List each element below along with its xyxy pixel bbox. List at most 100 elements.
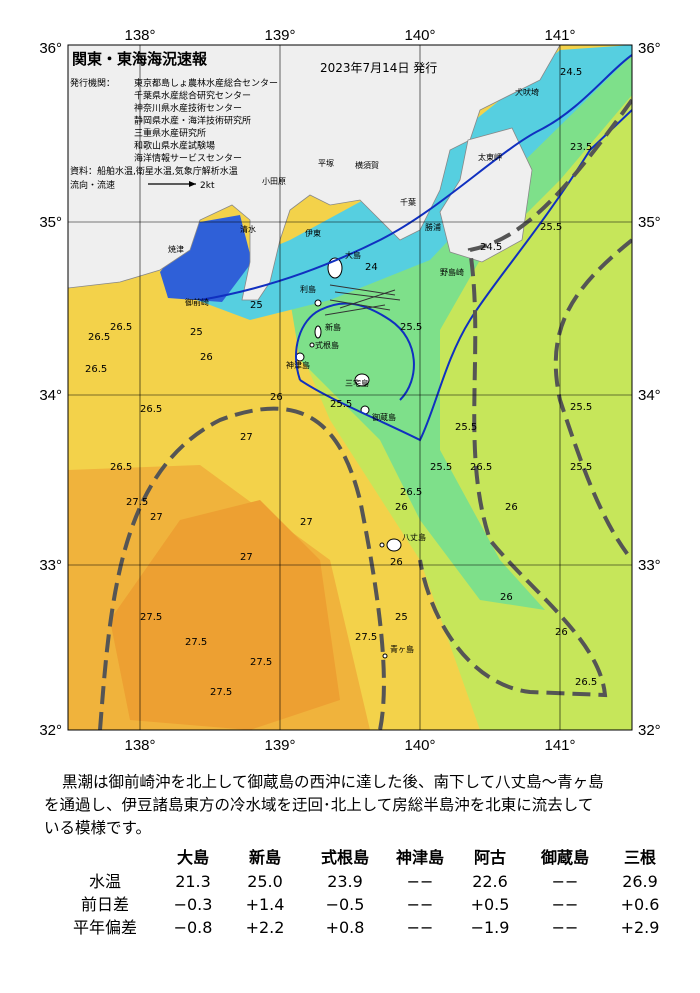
place-name: 伊東 <box>305 228 321 238</box>
issuer: 千葉県水産総合研究センター <box>134 90 251 102</box>
contour-label: 25 <box>395 612 408 623</box>
legend-arrowhead <box>189 181 196 187</box>
contour-label: 26 <box>200 352 213 363</box>
contour-label: 27.5 <box>126 497 148 508</box>
legend-speed: 2kt <box>200 181 215 191</box>
graticule <box>68 45 632 730</box>
contour-label: 27.5 <box>355 632 377 643</box>
contour-label: 26 <box>555 627 568 638</box>
place-name: 小田原 <box>262 177 286 186</box>
table-header: 神津島 <box>396 848 444 867</box>
lat-label: 32° <box>39 722 62 739</box>
place-name: 式根島 <box>315 340 339 350</box>
description-line: を通過し、伊豆諸島東方の冷水域を迂回･北上して房総半島沖を北東に流去して <box>44 796 593 814</box>
lon-label: 139° <box>264 27 295 44</box>
place-name: 犬吠埼 <box>515 87 539 97</box>
contour-label: 27 <box>150 512 163 523</box>
place-name: 横須賀 <box>355 160 379 170</box>
contour-label: 27.5 <box>140 612 162 623</box>
place-name: 千葉 <box>400 197 416 207</box>
issuer: 海洋情報サービスセンター <box>134 152 242 164</box>
place-name: 清水 <box>240 224 256 234</box>
table-cell: +1.4 <box>246 895 285 914</box>
contour-label: 25.5 <box>540 222 562 233</box>
contour-label: 25 <box>190 327 203 338</box>
table-cell: 25.0 <box>247 872 283 891</box>
place-name: 野島崎 <box>440 267 464 277</box>
lat-label: 34° <box>638 387 661 404</box>
place-name: 平塚 <box>318 159 334 168</box>
contour-label: 25.5 <box>330 399 352 410</box>
sea-hottest <box>110 500 340 730</box>
table-cell: −0.5 <box>326 895 365 914</box>
contour-label: 26.5 <box>110 322 132 333</box>
contour-label: 26.5 <box>88 332 110 343</box>
legend-label: 流向・流速 <box>70 179 115 191</box>
contour-label: 25.5 <box>570 402 592 413</box>
lat-label: 33° <box>39 557 62 574</box>
row-label: 平年偏差 <box>73 918 137 937</box>
place-name: 八丈島 <box>402 532 426 542</box>
sea-kuroshio <box>290 50 632 610</box>
lat-label: 34° <box>39 387 62 404</box>
contour-label: 27.5 <box>185 637 207 648</box>
contour-label: 26 <box>505 502 518 513</box>
place-name: 青ヶ島 <box>390 644 414 654</box>
row-label: 前日差 <box>81 895 129 914</box>
table-header: 御蔵島 <box>540 848 589 867</box>
contour-label: 24 <box>365 262 378 273</box>
contour-label: 26.5 <box>470 462 492 473</box>
lon-label: 138° <box>124 737 155 754</box>
table-cell: +0.8 <box>326 918 365 937</box>
contour-label: 26.5 <box>110 462 132 473</box>
contour-label: 24.5 <box>560 67 582 78</box>
issuer: 神奈川県水産技術センター <box>134 102 242 114</box>
issuer: 和歌山県水産試験場 <box>134 140 215 152</box>
table-header: 式根島 <box>321 848 369 867</box>
place-name: 新島 <box>325 322 341 332</box>
lon-label: 140° <box>404 27 435 44</box>
table-cell: −− <box>407 918 434 937</box>
lat-label: 36° <box>638 40 661 57</box>
contour-label: 24.5 <box>480 242 502 253</box>
table-cell: −1.9 <box>471 918 510 937</box>
table-cell: −− <box>552 895 579 914</box>
land-honshu <box>68 45 561 301</box>
title: 関東・東海海況速報 <box>72 50 208 68</box>
place-name: 御前崎 <box>185 297 209 307</box>
map-header: 関東・東海海況速報 2023年7月14日 発行 発行機関： 資料：船舶水温,衛星… <box>70 50 437 191</box>
islands <box>295 257 402 659</box>
flow-vectors <box>324 284 401 316</box>
contour-label: 25.5 <box>430 462 452 473</box>
lon-label: 140° <box>404 737 435 754</box>
table-cell: +2.2 <box>246 918 285 937</box>
contour-label: 26.5 <box>400 487 422 498</box>
contour-label: 25 <box>250 300 263 311</box>
issuer: 東京都島しょ農林水産総合センター <box>134 77 278 89</box>
place-name: 焼津 <box>168 244 184 254</box>
table-cell: −− <box>407 895 434 914</box>
table-cell: 23.9 <box>327 872 363 891</box>
map <box>68 45 632 730</box>
sea-cold <box>160 215 252 302</box>
place-name: 利島 <box>300 284 316 294</box>
lat-label: 32° <box>638 722 661 739</box>
place-name: 勝浦 <box>425 222 441 232</box>
contour-label: 27 <box>240 552 253 563</box>
place-name: 御蔵島 <box>372 412 396 422</box>
table-header: 阿古 <box>474 848 506 867</box>
table-cell: −0.8 <box>174 918 213 937</box>
lat-label: 36° <box>39 40 62 57</box>
contour-label: 26.5 <box>575 677 597 688</box>
description-line: 黒潮は御前崎沖を北上して御蔵島の西沖に達した後、南下して八丈島～青ヶ島 <box>62 773 604 791</box>
table-cell: −− <box>552 918 579 937</box>
contour-label: 26 <box>390 557 403 568</box>
sources: 資料：船舶水温,衛星水温,気象庁解析水温 <box>70 165 238 177</box>
contour-label: 26 <box>270 392 283 403</box>
table-cell: −− <box>552 872 579 891</box>
lat-label: 35° <box>39 214 62 231</box>
description-line: いる模様です。 <box>44 819 151 837</box>
table-cell: +2.9 <box>621 918 660 937</box>
table-header: 新島 <box>249 848 281 867</box>
